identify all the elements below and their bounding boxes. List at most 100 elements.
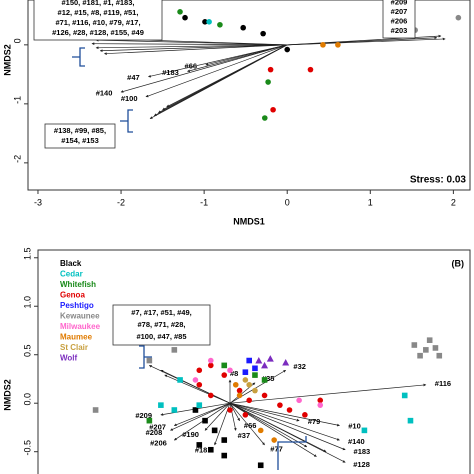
annotation-text: #71, #116, #10, #79, #17,: [55, 18, 140, 27]
vector-label: #79: [308, 417, 321, 426]
vector-label: #100: [121, 94, 138, 103]
vector-arrow: [103, 44, 288, 55]
vector-label: #128: [353, 460, 370, 469]
vector-label: #140: [348, 437, 365, 446]
annotation-text: #78, #71, #28,: [138, 320, 186, 329]
point: [265, 79, 271, 85]
annotation-frame: [33, 0, 163, 41]
plot-area: #116#32#35#8#209#207#190#208#206#181#37#…: [92, 337, 451, 469]
plot-area: #66 #47 #183 #140 #100: [91, 9, 462, 121]
vector-label: #206: [150, 438, 167, 447]
point: [146, 357, 153, 364]
bracket: [120, 109, 133, 133]
point: [196, 402, 203, 408]
vector-arrow: [229, 403, 237, 431]
annotation-text: #207: [391, 7, 408, 16]
point: [317, 402, 324, 408]
point: [240, 24, 246, 31]
vector-arrow: [229, 402, 265, 446]
vector-label: #77: [270, 445, 283, 454]
point: [271, 437, 277, 443]
point: [221, 372, 228, 378]
bracket: [277, 436, 307, 470]
vector-label: #37: [238, 431, 251, 440]
legend-entry: Black: [60, 259, 82, 268]
vector-arrow: [166, 44, 288, 108]
point: [426, 337, 433, 343]
vector-arrow: [173, 402, 231, 441]
vector-arrow: [229, 402, 327, 453]
vector-arrow: [229, 402, 300, 422]
point: [221, 362, 228, 369]
y-tick-label: 1.5: [22, 247, 32, 260]
legend-entry: Kewaunee: [60, 312, 100, 321]
point: [411, 342, 418, 348]
vector-arrow: [229, 383, 427, 404]
bracket: [72, 47, 85, 67]
y-tick-label: -2: [12, 155, 22, 163]
point: [182, 14, 188, 21]
point: [208, 357, 214, 364]
y-axis-title: NMDS2: [2, 44, 12, 76]
point: [171, 407, 178, 413]
point: [246, 397, 252, 404]
point: [296, 397, 302, 404]
vector-arrow: [229, 402, 340, 427]
point: [171, 347, 178, 353]
annotation-frame: [44, 123, 116, 149]
vector-arrow: [229, 402, 317, 457]
point: [202, 19, 208, 25]
point: [260, 30, 266, 37]
vector-arrow: [148, 365, 231, 404]
point: [227, 407, 233, 413]
y-tick-label: -0.5: [22, 440, 32, 456]
point: [177, 377, 183, 383]
point: [146, 417, 153, 424]
point: [252, 387, 258, 394]
x-tick-label: 0: [285, 197, 290, 207]
bracket: [139, 345, 152, 369]
point: [261, 361, 269, 369]
point: [361, 427, 368, 434]
vector-arrow: [229, 402, 346, 451]
point: [286, 407, 293, 413]
point: [196, 381, 203, 388]
point: [242, 369, 249, 375]
point: [217, 21, 223, 28]
annotation-box: #150, #181, #1, #183,#12, #15, #8, #119,…: [33, 0, 163, 41]
annotation-text: #203: [391, 26, 408, 35]
point: [211, 427, 218, 434]
x-axis-title: NMDS1: [233, 216, 265, 226]
annotation-frame: [382, 0, 416, 39]
y-tick-label: 0: [12, 38, 22, 43]
point: [302, 412, 308, 418]
point: [221, 437, 228, 443]
vector-arrow: [173, 402, 231, 426]
point: [257, 427, 264, 434]
annotation-text: #100, #47, #85: [136, 332, 186, 341]
point: [246, 357, 252, 364]
x-tick-label: -3: [34, 197, 42, 207]
x-tick-label: 1: [368, 197, 373, 207]
point: [196, 442, 203, 448]
plot-frame: [27, 0, 471, 191]
legend-entry: St Clair: [60, 343, 88, 352]
point: [192, 407, 199, 413]
point: [158, 402, 164, 408]
point: [423, 347, 429, 353]
legend-entry: Whitefish: [60, 280, 96, 289]
vector-arrow: [149, 44, 288, 119]
legend-entry: Milwaukee: [60, 322, 101, 331]
vector-label: #66: [185, 61, 198, 70]
vector-arrow: [145, 44, 288, 98]
annotation-text: #138, #99, #85,: [54, 126, 106, 135]
panel-label: (B): [452, 258, 465, 268]
vector-arrow: [170, 402, 231, 431]
vector-label: #181: [195, 446, 212, 455]
vector-arrow: [229, 402, 340, 441]
point: [267, 66, 274, 73]
vector-label: #47: [127, 73, 140, 82]
point: [417, 352, 423, 359]
vector-label: #8: [230, 369, 238, 378]
panel-b: 1.5 1.0 0.5 0.0 -0.5 NMDS2 #116 #32 #35 #8 #209 #20…: [2, 247, 471, 474]
